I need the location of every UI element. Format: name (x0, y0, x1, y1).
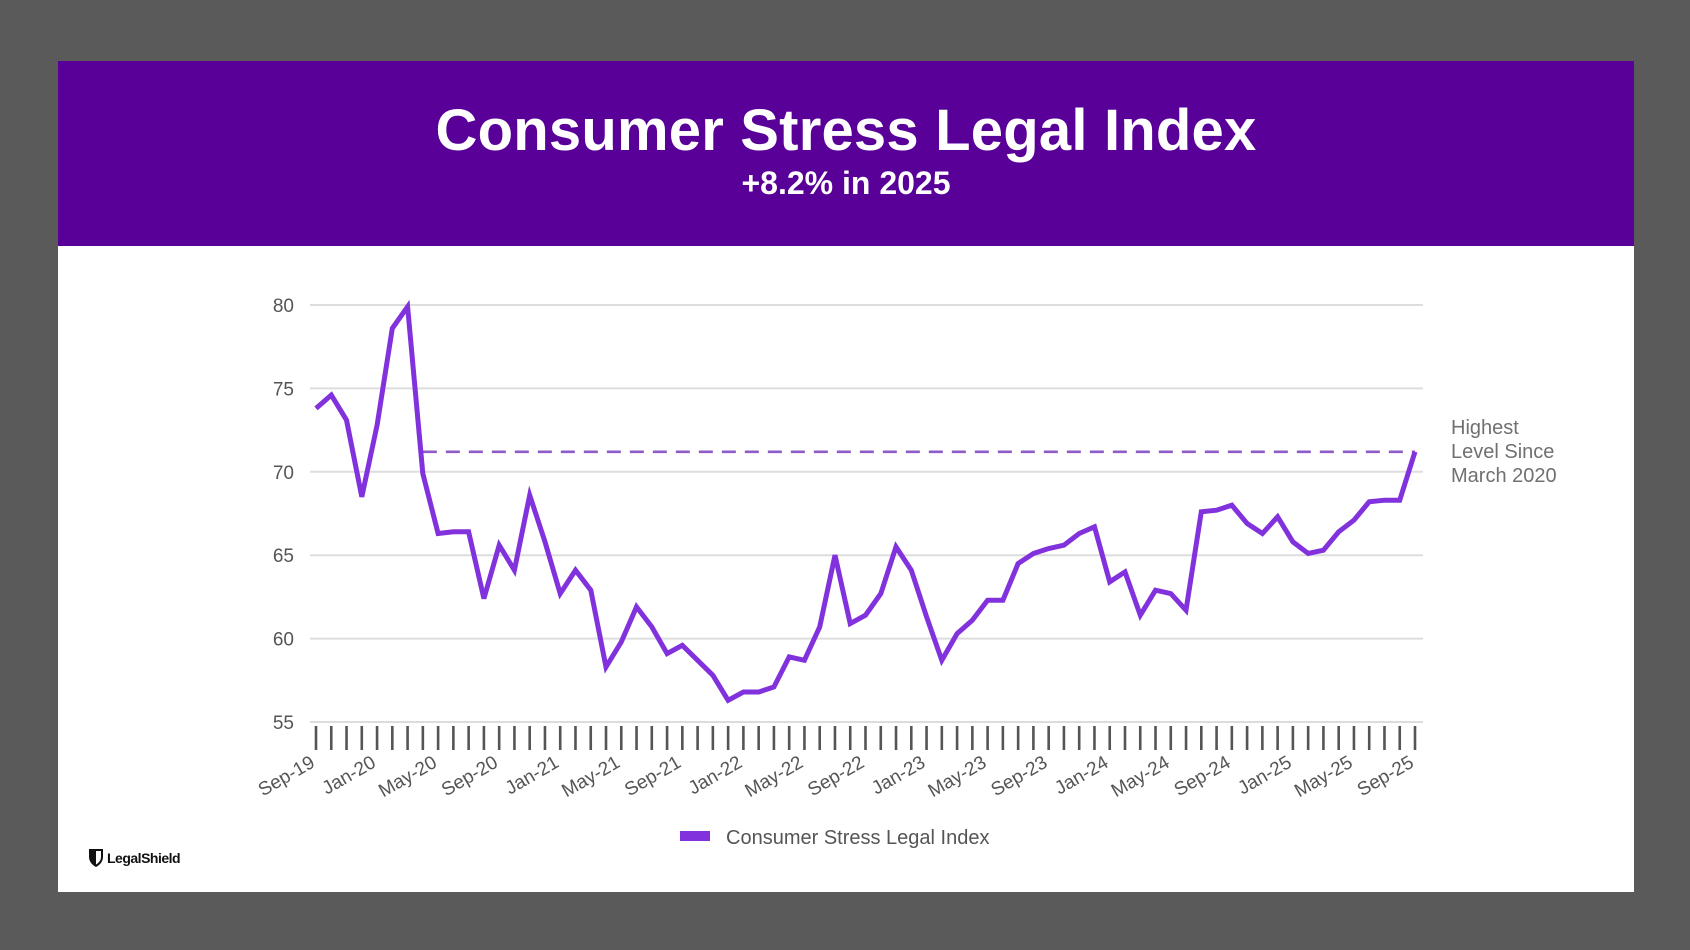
y-tick-label: 70 (273, 463, 294, 484)
x-tick-label: May-21 (558, 752, 623, 802)
chart-subtitle: +8.2% in 2025 (741, 165, 951, 201)
legend: Consumer Stress Legal Index (680, 827, 989, 849)
x-tick-label: Sep-21 (621, 752, 685, 801)
y-axis: 55 60 65 70 75 80 (273, 296, 294, 734)
legend-label: Consumer Stress Legal Index (726, 827, 989, 849)
logo-text: LegalShield (107, 850, 181, 866)
x-tick-label: Jan-20 (319, 752, 380, 799)
y-tick-label: 75 (273, 379, 294, 400)
x-tick-label: Jan-24 (1051, 752, 1112, 799)
x-tick-label: Jan-25 (1235, 752, 1296, 799)
x-tick-label: Jan-22 (685, 752, 746, 799)
annotation-line: Level Since (1451, 441, 1554, 463)
x-tick-label: May-20 (375, 752, 440, 802)
chart-card: Consumer Stress Legal Index +8.2% in 202… (58, 61, 1634, 892)
x-tick-label: Sep-19 (255, 752, 319, 801)
series-line-consumer-stress-legal-index (314, 299, 1418, 704)
header-banner: Consumer Stress Legal Index +8.2% in 202… (58, 61, 1634, 246)
data-points (314, 304, 1418, 703)
y-tick-label: 55 (273, 713, 294, 734)
x-tick-label: Sep-25 (1354, 752, 1418, 801)
x-tick-label: Sep-23 (988, 752, 1052, 801)
annotation-line: March 2020 (1451, 465, 1557, 487)
x-tick-label: Sep-20 (438, 752, 502, 801)
x-tick-label: May-22 (742, 752, 807, 802)
y-tick-label: 80 (273, 296, 294, 317)
chart-title: Consumer Stress Legal Index (435, 98, 1257, 163)
x-tick-label: May-23 (925, 752, 990, 802)
x-tick-label: May-25 (1291, 752, 1356, 802)
y-tick-label: 65 (273, 546, 294, 567)
gridlines (310, 304, 1423, 723)
x-tick-label: Jan-21 (502, 752, 563, 799)
x-tick-label: Jan-23 (868, 752, 929, 799)
x-tick-label: Sep-24 (1171, 752, 1235, 801)
brand-logo: LegalShield (88, 848, 181, 868)
y-tick-label: 60 (273, 630, 294, 651)
annotation-line: Highest (1451, 417, 1519, 439)
shield-icon (88, 848, 104, 868)
x-tick-label: May-24 (1108, 752, 1174, 802)
legend-swatch (680, 831, 710, 841)
x-tick-label: Sep-22 (804, 752, 868, 801)
